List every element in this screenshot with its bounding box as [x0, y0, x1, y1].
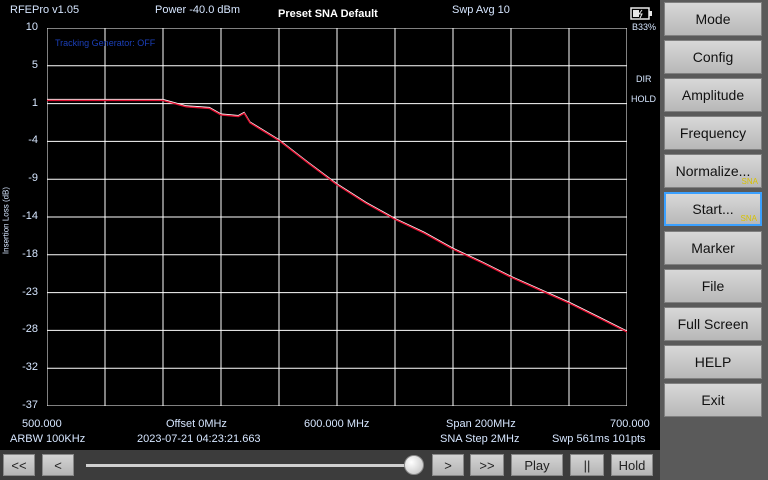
- start-sna-tag: SNA: [740, 214, 757, 223]
- mode-button-label: Mode: [695, 11, 731, 27]
- sweep-avg-readout: Swp Avg 10: [452, 4, 510, 16]
- y-tick-label: 1: [31, 96, 38, 109]
- sweep-slider-handle[interactable]: [404, 455, 424, 475]
- help-button-label: HELP: [694, 354, 732, 370]
- y-tick-label: -23: [22, 285, 38, 298]
- battery-level: B33%: [632, 22, 657, 32]
- play-button[interactable]: Play: [511, 454, 563, 476]
- normalize-button[interactable]: Normalize... SNA: [664, 154, 762, 188]
- pause-button[interactable]: ||: [570, 454, 604, 476]
- y-tick-label: 10: [25, 21, 38, 33]
- preset-title: Preset SNA Default: [278, 8, 378, 20]
- rewind-fast-button[interactable]: <<: [3, 454, 35, 476]
- exit-button[interactable]: Exit: [664, 383, 762, 417]
- normalize-sna-tag: SNA: [741, 177, 758, 186]
- y-tick-label: -18: [22, 247, 38, 260]
- amplitude-button-label: Amplitude: [681, 87, 745, 103]
- mode-button[interactable]: Mode: [664, 2, 762, 36]
- trace-average-line: [47, 98, 627, 332]
- y-tick-label: -28: [22, 323, 38, 336]
- stop-frequency: 700.000: [610, 418, 650, 430]
- amplitude-button[interactable]: Amplitude: [664, 78, 762, 112]
- full-screen-button[interactable]: Full Screen: [664, 307, 762, 341]
- normalize-button-label: Normalize...: [675, 163, 751, 179]
- y-tick-label: 5: [31, 58, 38, 71]
- hold-button[interactable]: Hold: [611, 454, 653, 476]
- sweep-readout: Swp 561ms 101pts: [552, 433, 646, 445]
- marker-button-label: Marker: [691, 240, 735, 256]
- start-frequency: 500.000: [22, 418, 62, 430]
- sidebar-menu: Mode Config Amplitude Frequency Normaliz…: [660, 0, 768, 480]
- center-frequency: 600.000 MHz: [304, 418, 370, 430]
- help-button[interactable]: HELP: [664, 345, 762, 379]
- exit-button-label: Exit: [701, 392, 725, 408]
- sweep-slider-track[interactable]: [86, 464, 418, 467]
- start-button-label: Start...: [692, 201, 734, 217]
- offset-readout: Offset 0MHz: [166, 418, 227, 430]
- rewind-button[interactable]: <: [42, 454, 74, 476]
- battery-icon: [630, 7, 652, 20]
- config-button[interactable]: Config: [664, 40, 762, 74]
- config-button-label: Config: [692, 49, 734, 65]
- frequency-button-label: Frequency: [679, 125, 747, 141]
- forward-fast-button[interactable]: >>: [470, 454, 504, 476]
- y-tick-label: -32: [22, 361, 38, 374]
- y-tick-label: -4: [28, 134, 38, 147]
- y-axis-title: Insertion Loss (dB): [1, 186, 11, 255]
- step-readout: SNA Step 2MHz: [440, 433, 520, 445]
- hold-indicator: HOLD: [631, 94, 657, 104]
- file-button[interactable]: File: [664, 269, 762, 303]
- start-button[interactable]: Start... SNA: [664, 192, 762, 226]
- file-button-label: File: [701, 278, 725, 294]
- full-screen-button-label: Full Screen: [677, 316, 749, 332]
- frequency-button[interactable]: Frequency: [664, 116, 762, 150]
- timestamp: 2023-07-21 04:23:21.663: [137, 433, 261, 445]
- trace-main-line: [47, 99, 627, 333]
- y-tick-label: -9: [28, 172, 38, 185]
- app-version: RFEPro v1.05: [10, 4, 80, 16]
- power-readout: Power -40.0 dBm: [155, 4, 240, 16]
- rbw-readout: ARBW 100KHz: [10, 433, 86, 445]
- y-tick-label: -37: [22, 399, 38, 411]
- span-readout: Span 200MHz: [446, 418, 516, 430]
- tracking-generator-legend: Tracking Generator: OFF: [55, 38, 156, 48]
- forward-button[interactable]: >: [432, 454, 464, 476]
- y-tick-label: -14: [22, 210, 38, 222]
- dir-indicator: DIR: [636, 74, 652, 84]
- marker-button[interactable]: Marker: [664, 231, 762, 265]
- chart-plot: Tracking Generator: OFF: [47, 28, 627, 406]
